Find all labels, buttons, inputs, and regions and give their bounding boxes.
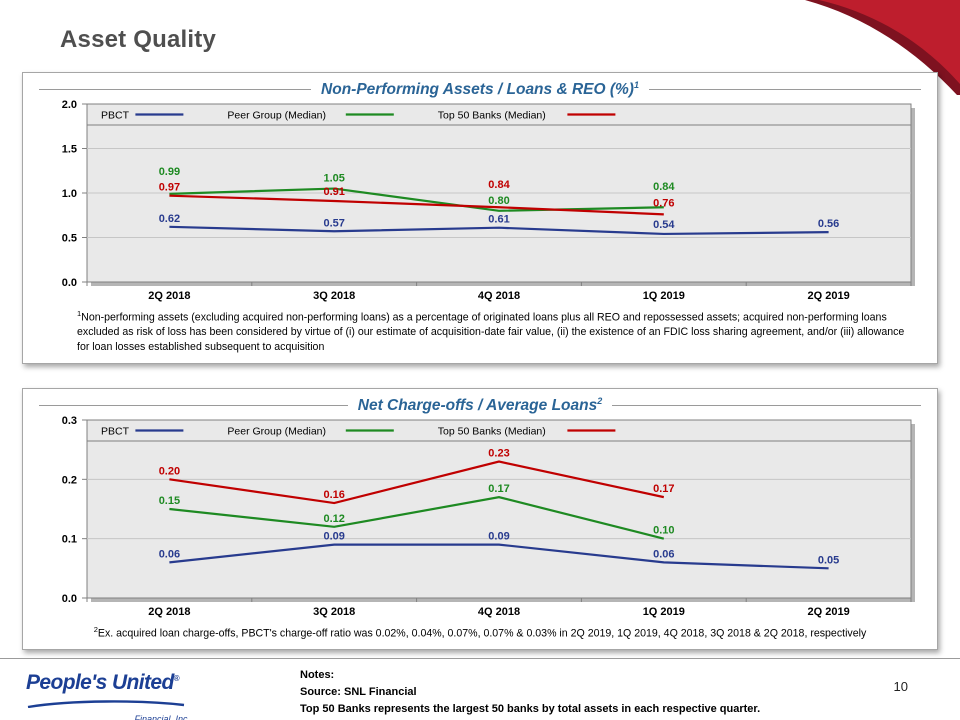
x-axis-label: 2Q 2018 — [148, 290, 190, 302]
title-rule-right — [612, 405, 921, 407]
data-label: 0.06 — [653, 549, 674, 561]
data-label: 1.05 — [323, 173, 344, 185]
legend-box — [86, 103, 912, 126]
data-label: 0.99 — [159, 166, 180, 178]
title-rule-left — [39, 89, 312, 91]
slide-title: Asset Quality — [60, 26, 216, 53]
nco-footnote-sup: 2 — [93, 625, 98, 635]
data-label: 0.17 — [488, 483, 509, 495]
legend-label: PBCT — [101, 110, 130, 122]
npa-chart-panel: Non-Performing Assets / Loans & REO (%)1… — [22, 72, 938, 364]
npa-chart-title-sup: 1 — [633, 80, 639, 90]
data-label: 0.06 — [159, 549, 180, 561]
x-axis-label: 1Q 2019 — [643, 606, 685, 618]
series-line — [169, 543, 829, 570]
series-line — [169, 496, 665, 540]
data-label: 0.61 — [488, 214, 509, 226]
data-label: 0.54 — [653, 219, 675, 231]
legend-label: Peer Group (Median) — [227, 110, 326, 122]
data-label: 0.17 — [653, 483, 674, 495]
npa-chart-title: Non-Performing Assets / Loans & REO (%)1 — [321, 80, 639, 99]
data-label: 0.56 — [818, 218, 839, 230]
series-line — [169, 225, 829, 236]
logo-name: People's United — [26, 671, 174, 694]
nco-footnote-text: Ex. acquired loan charge-offs, PBCT's ch… — [97, 627, 867, 640]
data-label: 0.80 — [488, 195, 509, 207]
nco-chart-panel: Net Charge-offs / Average Loans2 0.0 0.1 0… — [22, 388, 938, 651]
x-axis-label: 4Q 2018 — [478, 606, 520, 618]
nco-line-chart: 0.0 0.1 0.2 0.3 PBCT Peer Group (Median) Top 5… — [62, 416, 915, 618]
legend-label: Top 50 Banks (Median) — [438, 426, 546, 438]
title-rule-left — [39, 405, 348, 407]
footer-notes: Notes: Source: SNL Financial Top 50 Bank… — [300, 667, 760, 718]
data-label: 0.10 — [653, 525, 674, 537]
y-tick-label: 1.0 — [62, 188, 77, 200]
y-tick-label: 0.3 — [62, 416, 77, 427]
data-label: 0.09 — [323, 531, 344, 543]
npa-footnote-text: Non-performing assets (excluding acquire… — [77, 311, 905, 353]
y-tick-label: 2.0 — [62, 100, 77, 111]
series-line — [169, 460, 665, 505]
x-axis-label: 4Q 2018 — [478, 290, 520, 302]
footer: People's United® Financial, Inc. Notes: … — [0, 658, 960, 720]
x-axis-label: 2Q 2018 — [148, 606, 190, 618]
red-corner-decoration — [805, 0, 960, 95]
npa-footnote-sup: 1 — [77, 309, 82, 319]
logo-wordmark: People's United® — [26, 671, 196, 695]
notes-top50: Top 50 Banks represents the largest 50 b… — [300, 703, 761, 716]
legend-label: PBCT — [101, 426, 130, 438]
series-line — [169, 194, 664, 216]
nco-chart-title-text: Net Charge-offs / Average Loans — [357, 397, 598, 415]
y-tick-label: 0.5 — [62, 233, 77, 245]
npa-chart-title-text: Non-Performing Assets / Loans & REO (%) — [321, 81, 634, 99]
data-label: 0.15 — [159, 495, 180, 507]
data-label: 0.09 — [488, 531, 509, 543]
y-tick-label: 0.0 — [62, 277, 77, 289]
data-label: 0.05 — [818, 554, 839, 566]
peoples-united-logo: People's United® Financial, Inc. — [26, 671, 196, 720]
data-label: 0.84 — [653, 181, 675, 193]
logo-subtitle: Financial, Inc. — [134, 714, 190, 720]
data-label: 0.84 — [488, 179, 510, 191]
legend-label: Peer Group (Median) — [227, 426, 326, 438]
data-label: 0.97 — [159, 182, 180, 194]
title-rule-right — [648, 89, 922, 91]
x-axis-label: 2Q 2019 — [807, 606, 849, 618]
y-tick-label: 0.2 — [62, 474, 77, 486]
page-number: 10 — [893, 679, 908, 694]
data-label: 0.57 — [323, 217, 344, 229]
data-label: 0.62 — [159, 213, 180, 225]
nco-footnote: 2Ex. acquired loan charge-offs, PBCT's c… — [47, 625, 913, 641]
npa-footnote: 1Non-performing assets (excluding acquir… — [77, 309, 913, 354]
y-tick-label: 0.0 — [62, 593, 77, 605]
x-axis-label: 2Q 2019 — [807, 290, 849, 302]
data-label: 0.12 — [323, 513, 344, 525]
data-label: 0.91 — [323, 186, 344, 198]
data-label: 0.16 — [323, 489, 344, 501]
legend-label: Top 50 Banks (Median) — [438, 110, 546, 122]
data-label: 0.23 — [488, 448, 509, 460]
nco-chart-title: Net Charge-offs / Average Loans2 — [358, 396, 602, 415]
nco-chart-title-sup: 2 — [597, 396, 603, 406]
registered-mark-icon: ® — [173, 674, 180, 683]
npa-line-chart: 0.0 0.5 1.0 1.5 2.0 PBCT Peer Group (Median) To… — [62, 100, 915, 302]
y-tick-label: 1.5 — [62, 144, 77, 156]
x-axis-label: 3Q 2018 — [313, 290, 355, 302]
x-axis-label: 3Q 2018 — [313, 606, 355, 618]
plot-area — [86, 419, 912, 599]
data-label: 0.20 — [159, 465, 180, 477]
x-axis-label: 1Q 2019 — [643, 290, 685, 302]
notes-label: Notes: — [300, 669, 335, 681]
series-line — [169, 187, 664, 213]
y-tick-label: 0.1 — [62, 534, 77, 546]
data-label: 0.76 — [653, 198, 674, 210]
npa-title-row: Non-Performing Assets / Loans & REO (%)1 — [39, 80, 922, 99]
notes-source: Source: SNL Financial — [300, 686, 417, 699]
nco-title-row: Net Charge-offs / Average Loans2 — [39, 396, 921, 415]
logo-swoosh-icon — [27, 700, 185, 709]
legend-box — [86, 419, 912, 442]
